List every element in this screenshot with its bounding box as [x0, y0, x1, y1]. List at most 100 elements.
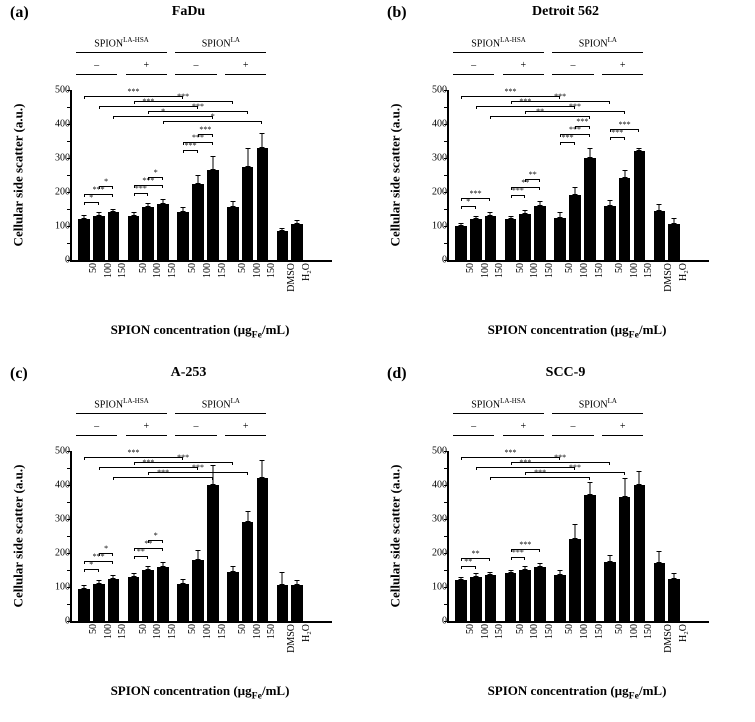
- bar: [569, 195, 581, 260]
- x-tick: 150: [217, 260, 228, 278]
- bar: [108, 579, 120, 622]
- x-tick: 150: [117, 621, 128, 639]
- x-tick: 50: [515, 260, 526, 273]
- significance-bar: [461, 558, 491, 559]
- bar: [157, 567, 169, 621]
- significance-marker: *: [146, 533, 166, 539]
- significance-bar: [134, 185, 164, 186]
- significance-marker: ***: [138, 460, 158, 466]
- significance-bar: [610, 129, 640, 130]
- y-tick: 200: [55, 187, 70, 198]
- control-bar: [291, 585, 303, 621]
- bar: [534, 206, 546, 260]
- x-tick: 100: [252, 621, 263, 639]
- bar: [128, 577, 140, 621]
- spion-group-label: SPIONLA-HSA: [76, 397, 167, 410]
- significance-marker: *: [153, 109, 173, 115]
- x-tick: 50: [465, 621, 476, 634]
- significance-bar: [490, 116, 589, 117]
- significance-bar: [148, 177, 163, 178]
- bar: [177, 584, 189, 621]
- y-axis-label: Cellular side scatter (a.u.): [385, 90, 405, 260]
- x-tick: 100: [202, 260, 213, 278]
- bar: [78, 219, 90, 260]
- y-tick: 0: [442, 616, 447, 627]
- control-bar: [654, 211, 666, 260]
- y-tick: 300: [55, 514, 70, 525]
- significance-bar: [511, 549, 541, 550]
- bar: [177, 212, 189, 260]
- panel-title: SCC-9: [377, 365, 754, 381]
- bar: [619, 497, 631, 621]
- bar: [604, 206, 616, 260]
- bar: [534, 567, 546, 621]
- bar: [470, 577, 482, 621]
- significance-bar: [113, 477, 212, 478]
- significance-marker: ***: [501, 89, 521, 95]
- spion-group-label: SPIONLA-HSA: [76, 36, 167, 49]
- treatment-label: +: [126, 60, 167, 71]
- x-tick: 50: [614, 260, 625, 273]
- treatment-label: +: [126, 421, 167, 432]
- bar: [619, 178, 631, 260]
- bar: [584, 495, 596, 621]
- spion-group-label: SPIONLA: [552, 397, 643, 410]
- panel-title: A-253: [0, 365, 377, 381]
- y-tick: 300: [55, 153, 70, 164]
- y-tick: 400: [432, 480, 447, 491]
- y-tick: 100: [432, 582, 447, 593]
- significance-bar: [575, 126, 590, 127]
- significance-marker: ***: [550, 455, 570, 461]
- bar: [554, 575, 566, 621]
- x-tick: 100: [480, 260, 491, 278]
- significance-bar: [113, 116, 212, 117]
- significance-marker: ***: [173, 455, 193, 461]
- y-tick: 500: [55, 446, 70, 457]
- treatment-label: +: [602, 60, 643, 71]
- x-tick: 150: [643, 260, 654, 278]
- treatment-label: +: [225, 60, 266, 71]
- significance-bar: [511, 557, 526, 558]
- y-tick: 300: [432, 514, 447, 525]
- significance-marker: *: [203, 114, 223, 120]
- x-tick: 100: [579, 260, 590, 278]
- treatment-label: +: [503, 60, 544, 71]
- y-tick: 0: [442, 255, 447, 266]
- significance-marker: ***: [501, 450, 521, 456]
- significance-bar: [84, 202, 99, 203]
- spion-group-label: SPIONLA: [175, 397, 266, 410]
- x-tick: 50: [138, 260, 149, 273]
- x-tick: 150: [117, 260, 128, 278]
- x-tick: 100: [103, 260, 114, 278]
- significance-marker: ***: [195, 127, 215, 133]
- plot-area: 0100200300400500501001505010015050100150…: [70, 451, 332, 623]
- x-axis-label: SPION concentration (µgFe/mL): [447, 322, 707, 341]
- significance-bar: [560, 142, 575, 143]
- control-label: H₂O: [301, 621, 312, 642]
- treatment-label: –: [552, 60, 593, 71]
- bar: [455, 580, 467, 621]
- x-tick: 150: [167, 260, 178, 278]
- control-bar: [654, 563, 666, 621]
- figure: (a)FaDuCellular side scatter (a.u.)SPION…: [0, 0, 755, 722]
- bar: [485, 575, 497, 621]
- significance-bar: [198, 134, 213, 135]
- significance-bar: [476, 467, 575, 468]
- significance-marker: ***: [572, 119, 592, 125]
- x-tick: 50: [187, 621, 198, 634]
- significance-marker: ***: [153, 470, 173, 476]
- bar: [455, 226, 467, 260]
- significance-marker: **: [523, 172, 543, 178]
- x-tick: 100: [152, 621, 163, 639]
- treatment-label: –: [453, 60, 494, 71]
- significance-bar: [99, 467, 198, 468]
- y-tick: 500: [432, 446, 447, 457]
- x-tick: 150: [494, 621, 505, 639]
- x-tick: 50: [88, 621, 99, 634]
- x-tick: 50: [465, 260, 476, 273]
- significance-bar: [476, 106, 575, 107]
- significance-bar: [84, 457, 183, 458]
- x-tick: 100: [202, 621, 213, 639]
- control-label: H₂O: [678, 621, 689, 642]
- x-tick: 150: [544, 260, 555, 278]
